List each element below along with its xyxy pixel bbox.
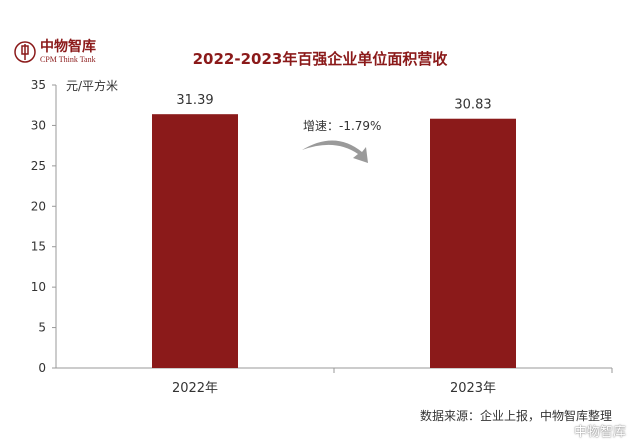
x-tick-label: 2023年 (450, 381, 496, 396)
watermark: 中物智库 (573, 425, 626, 440)
data-label: 31.39 (176, 93, 213, 108)
trend-arrow-icon (302, 140, 368, 163)
chart-title: 2022-2023年百强企业单位面积营收 (192, 50, 448, 68)
y-tick-label: 35 (31, 78, 46, 92)
y-tick-label: 5 (38, 321, 46, 335)
bar (430, 118, 516, 368)
y-tick-label: 15 (31, 240, 46, 254)
source-note: 数据来源：企业上报，中物智库整理 (419, 409, 612, 423)
y-tick-label: 20 (31, 199, 46, 213)
y-tick-label: 10 (31, 280, 46, 294)
y-axis-label: 元/平方米 (66, 78, 118, 93)
bar (152, 114, 238, 369)
y-tick-label: 0 (38, 361, 46, 375)
y-tick-label: 30 (31, 118, 46, 132)
brand-logo: 中物智库 CPM Think Tank (14, 40, 96, 64)
logo-name: 中物智库 (40, 39, 96, 55)
logo-text: 中物智库 CPM Think Tank (40, 39, 96, 65)
logo-seal-icon (14, 41, 36, 63)
logo-subtitle: CPM Think Tank (40, 55, 96, 64)
y-tick-label: 25 (31, 159, 46, 173)
x-tick-label: 2022年 (172, 381, 218, 396)
growth-annotation: 增速：-1.79% (303, 119, 381, 133)
data-label: 30.83 (454, 98, 491, 113)
